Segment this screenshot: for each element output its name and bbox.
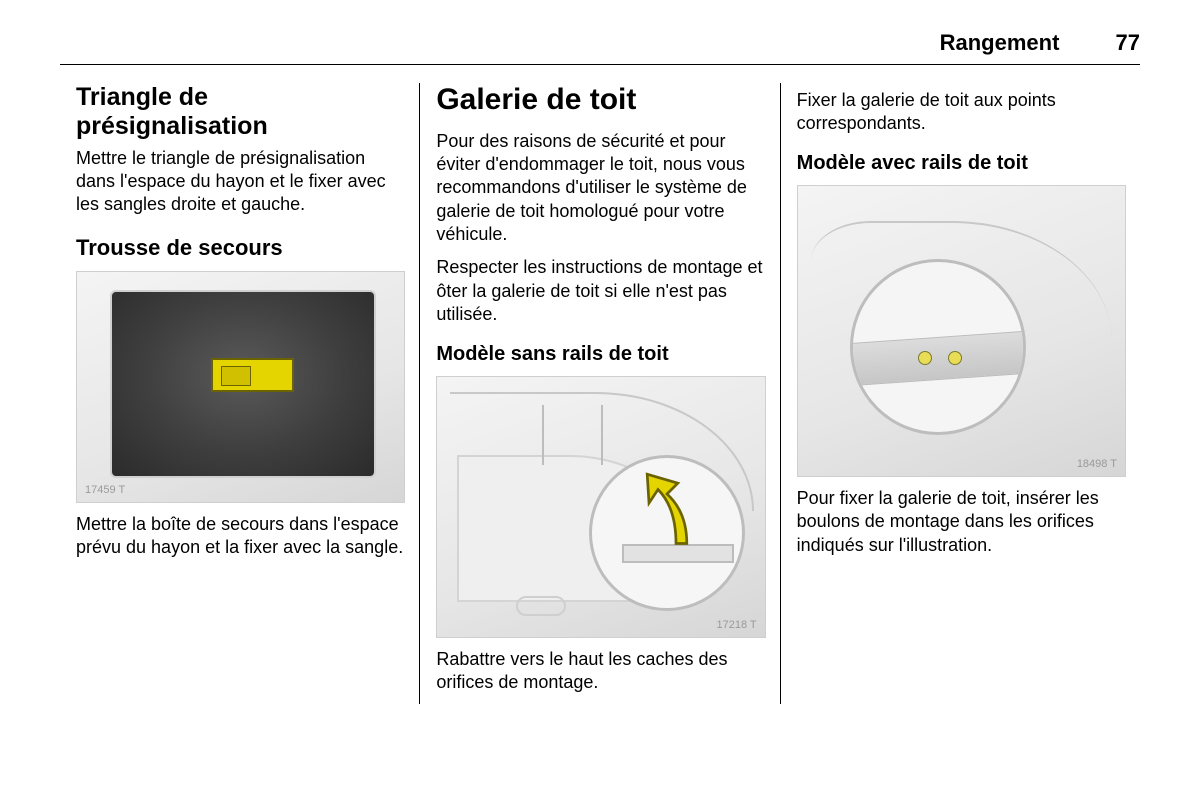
tailgate-illustration (110, 290, 376, 478)
heading-trousse: Trousse de secours (76, 235, 403, 261)
page-number: 77 (1116, 30, 1140, 56)
callout-line (542, 405, 544, 465)
heading-galerie: Galerie de toit (436, 83, 763, 118)
roof-rail (850, 330, 1026, 387)
section-title: Rangement (940, 30, 1060, 56)
mounting-bolt-icon (918, 351, 932, 365)
text-triangle: Mettre le triangle de présignalisation d… (76, 147, 403, 217)
door-handle (516, 596, 566, 616)
manual-page: Rangement 77 Triangle de présignalisatio… (0, 0, 1200, 802)
text-rabattre: Rabattre vers le haut les caches des ori… (436, 648, 763, 695)
figure-avec-rails: 18498 T (797, 185, 1126, 477)
column-3: Fixer la galerie de toit aux points corr… (780, 83, 1140, 704)
text-galerie-1: Pour des raisons de sécurité et pour évi… (436, 130, 763, 247)
first-aid-kit-icon (211, 358, 294, 391)
column-2: Galerie de toit Pour des raisons de sécu… (419, 83, 779, 704)
callout-circle (589, 455, 745, 611)
page-header: Rangement 77 (60, 30, 1140, 64)
figure-sans-rails: 17218 T (436, 376, 765, 638)
lift-arrow-icon (622, 467, 712, 557)
heading-triangle: Triangle de présignalisation (76, 83, 403, 141)
column-1: Triangle de présignalisation Mettre le t… (60, 83, 419, 704)
content-columns: Triangle de présignalisation Mettre le t… (60, 83, 1140, 704)
text-inserer: Pour fixer la galerie de toit, insérer l… (797, 487, 1124, 557)
heading-avec-rails: Modèle avec rails de toit (797, 152, 1124, 175)
figure-first-aid-kit: 17459 T (76, 271, 405, 503)
text-trousse: Mettre la boîte de secours dans l'espace… (76, 513, 403, 560)
figure-tag: 18498 T (1077, 458, 1117, 470)
figure-tag: 17459 T (85, 484, 125, 496)
header-rule (60, 64, 1140, 65)
mounting-bolt-icon (948, 351, 962, 365)
callout-circle (850, 259, 1026, 435)
figure-tag: 17218 T (716, 619, 756, 631)
text-galerie-2: Respecter les instructions de montage et… (436, 256, 763, 326)
text-fixer: Fixer la galerie de toit aux points corr… (797, 89, 1124, 136)
callout-line (601, 405, 603, 465)
heading-sans-rails: Modèle sans rails de toit (436, 343, 763, 366)
